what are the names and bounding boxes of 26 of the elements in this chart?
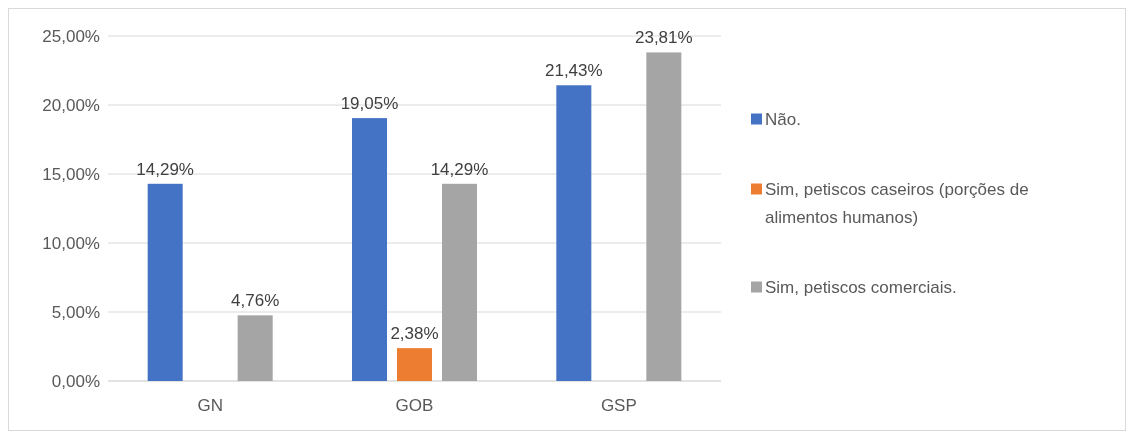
bar bbox=[556, 85, 592, 381]
bar bbox=[147, 183, 183, 381]
legend-label: Sim, petiscos caseiros (porções de alimentos humanos) bbox=[765, 179, 1029, 227]
bar bbox=[397, 348, 432, 381]
x-tick-label: GSP bbox=[600, 396, 637, 415]
y-tick-label: 20,00% bbox=[42, 95, 100, 115]
y-tick-label: 15,00% bbox=[42, 164, 100, 184]
data-label: 4,76% bbox=[231, 291, 280, 311]
bar bbox=[352, 118, 387, 381]
data-label: 21,43% bbox=[545, 61, 603, 81]
bar bbox=[646, 52, 682, 381]
data-label: 19,05% bbox=[340, 94, 399, 114]
x-tick-label: GN bbox=[197, 396, 223, 415]
data-label: 23,81% bbox=[635, 28, 693, 48]
data-label: 2,38% bbox=[390, 324, 439, 344]
legend-label: Não. bbox=[765, 109, 801, 129]
y-tick-label: 5,00% bbox=[51, 302, 100, 322]
data-label: 14,29% bbox=[136, 159, 194, 179]
legend-label: Sim, petiscos comerciais. bbox=[765, 277, 957, 297]
y-tick-label: 0,00% bbox=[51, 371, 100, 391]
x-tick-label: GOB bbox=[395, 396, 434, 415]
y-tick-label: 10,00% bbox=[42, 233, 100, 253]
y-tick-label: 25,00% bbox=[42, 26, 100, 46]
bar bbox=[237, 315, 273, 381]
bar bbox=[442, 183, 477, 381]
data-label: 14,29% bbox=[430, 159, 489, 179]
